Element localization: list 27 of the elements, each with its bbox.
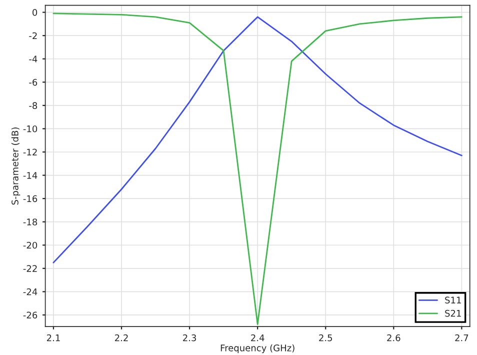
legend-label: S11 <box>445 296 461 304</box>
y-tick-label: -10 <box>23 125 38 132</box>
y-tick-label: -16 <box>23 195 38 202</box>
x-tick-label: 2.2 <box>114 334 128 342</box>
y-tick-label: -12 <box>23 148 37 156</box>
y-tick-label: -18 <box>23 218 38 226</box>
y-tick-label: -14 <box>23 172 38 179</box>
line-series <box>52 16 462 264</box>
y-tick-label: -6 <box>29 78 38 86</box>
x-tick-label: 2.1 <box>46 334 60 342</box>
y-tick-label: -2 <box>29 32 37 40</box>
y-tick-label: -24 <box>23 288 38 296</box>
x-tick-label: 2.3 <box>183 334 196 342</box>
y-tick-label: -8 <box>29 102 38 109</box>
y-tick-label: 0 <box>32 9 38 16</box>
line-series <box>52 12 462 325</box>
legend-label: S21 <box>445 310 461 317</box>
x-tick-label: 2.7 <box>455 334 468 342</box>
y-axis-title: S-parameter (dB) <box>11 127 20 205</box>
y-tick-label: -4 <box>29 56 38 62</box>
y-tick-label: -26 <box>23 312 38 319</box>
x-tick-label: 2.5 <box>319 334 332 342</box>
x-tick-label: 2.6 <box>387 334 400 342</box>
x-axis-title: Frequency (GHz) <box>220 344 294 354</box>
y-tick-label: -20 <box>23 242 38 249</box>
y-tick-label: -22 <box>23 265 37 272</box>
x-tick-label: 2.4 <box>251 334 264 342</box>
